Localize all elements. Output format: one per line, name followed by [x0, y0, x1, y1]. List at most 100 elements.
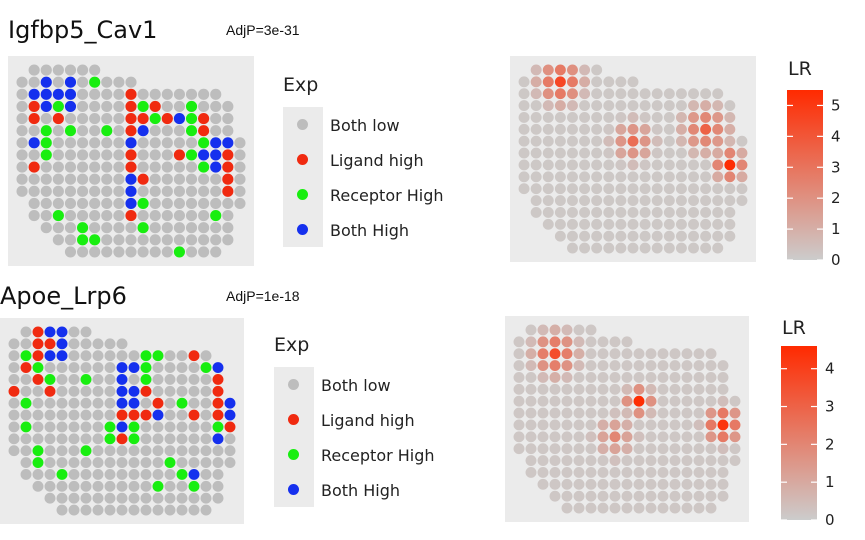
lr-spot [609, 371, 621, 383]
spot-both-low [80, 480, 92, 492]
lr-spot [712, 159, 724, 171]
spot-both-low [56, 362, 68, 374]
spot-both-low [68, 373, 80, 385]
spot-both-low [173, 137, 185, 149]
spot-both-low [210, 125, 222, 137]
spot-both-low [224, 457, 236, 469]
spot-both-low [16, 161, 28, 173]
spot-both-low [68, 362, 80, 374]
spot-both-low [176, 421, 188, 433]
spot-both-low [104, 409, 116, 421]
lr-spot [513, 360, 525, 372]
spot-both-low [40, 173, 52, 185]
spot-both-low [68, 445, 80, 457]
lr-spot [657, 455, 669, 467]
lr-spot [688, 123, 699, 135]
spot-both-low [212, 445, 224, 457]
lr-spot [645, 348, 657, 360]
lr-spot [693, 466, 705, 478]
lr-spot [554, 135, 566, 147]
lr-spot [657, 419, 669, 431]
lr-spot [700, 135, 712, 147]
spot-both-low [40, 112, 52, 125]
spot-both-low [176, 457, 188, 469]
spot-both-low [140, 421, 152, 433]
lr-spot [681, 455, 693, 467]
spot-receptor-high [52, 209, 64, 222]
spot-both-low [185, 137, 198, 149]
spot-both-low [222, 112, 234, 125]
lr-spot [669, 383, 681, 395]
lr-spot [609, 443, 621, 455]
spot-ligand-high [140, 409, 152, 421]
lr-spot [525, 336, 537, 348]
lr-spot [717, 360, 729, 372]
lr-spot [663, 147, 675, 159]
spot-both-low [188, 373, 200, 385]
spot-both-low [77, 100, 89, 113]
lr-spot [663, 123, 675, 135]
spot-receptor-high [149, 112, 161, 125]
lr-spot [717, 431, 729, 443]
spot-both-low [113, 88, 125, 100]
spot-both-low [101, 112, 113, 125]
spot-both-low [104, 468, 116, 480]
lr-spot [567, 242, 578, 254]
lr-spot [717, 466, 729, 478]
lr-spot [633, 431, 645, 443]
lr-spot [567, 195, 578, 207]
spot-both-low [198, 222, 210, 234]
spot-both-low [128, 350, 140, 362]
lr-spot [627, 111, 639, 123]
lr-spot [530, 159, 542, 171]
spot-both-low [80, 468, 92, 480]
lr-spot [639, 206, 651, 218]
lr-spot [603, 147, 615, 159]
spot-ligand-high [149, 100, 161, 113]
spot-both-low [234, 173, 246, 185]
spot-both-low [164, 480, 176, 492]
lr-spot [712, 123, 724, 135]
lr-spot [609, 336, 621, 348]
lr-spot [554, 183, 566, 195]
spot-both-low [113, 137, 125, 149]
lr-spot [633, 478, 645, 490]
lr-spot [591, 123, 603, 135]
spot-both-low [164, 373, 176, 385]
lr-spot [645, 455, 657, 467]
spot-both-low [188, 433, 200, 445]
colorbar-gradient [787, 90, 823, 260]
lr-spot [736, 159, 748, 171]
spot-both-low [210, 185, 222, 197]
lr-spot [700, 123, 712, 135]
lr-spot [567, 206, 578, 218]
spot-both-low [64, 161, 77, 173]
spot-both-low [164, 504, 176, 516]
lr-spot [579, 159, 591, 171]
spot-both-low [77, 76, 89, 88]
spot-both-low [68, 409, 80, 421]
lr-spot [537, 478, 549, 490]
lr-spot [591, 183, 603, 195]
spot-both-low [52, 222, 64, 234]
spot-both-low [77, 137, 89, 149]
spot-both-low [64, 234, 77, 246]
lr-spot [615, 76, 627, 88]
lr-spot [597, 478, 609, 490]
spot-both-low [92, 468, 104, 480]
spot-both-low [149, 185, 161, 197]
lr-spot [554, 123, 566, 135]
spot-both-low [149, 161, 161, 173]
spot-both-low [28, 149, 40, 161]
spot-both-low [92, 433, 104, 445]
spot-receptor-high [137, 222, 149, 234]
spot-both-low [210, 222, 222, 234]
lr-spot [561, 431, 573, 443]
lr-spot [591, 135, 603, 147]
lr-spot [518, 147, 530, 159]
lr-spot [705, 360, 717, 372]
lr-spot [681, 407, 693, 419]
spot-both-low [128, 373, 140, 385]
lr-spot [639, 147, 651, 159]
spot-both-low [176, 373, 188, 385]
